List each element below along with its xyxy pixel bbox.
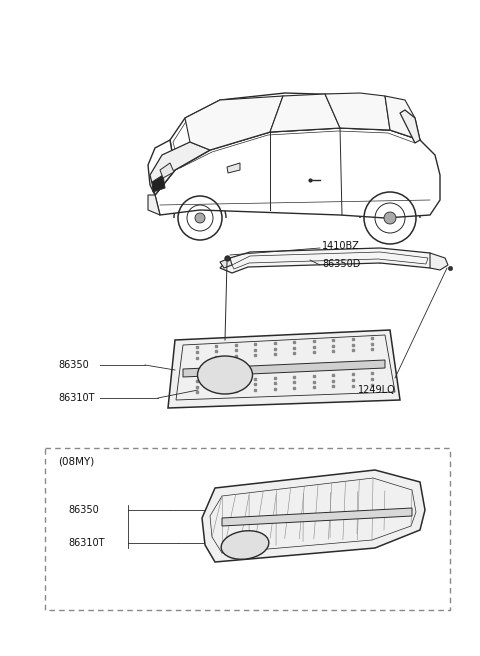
Polygon shape	[202, 470, 425, 562]
Polygon shape	[325, 93, 390, 130]
Polygon shape	[168, 330, 400, 408]
Polygon shape	[400, 110, 420, 143]
Polygon shape	[183, 360, 385, 377]
Text: 86350D: 86350D	[322, 259, 360, 269]
Text: 1410BZ: 1410BZ	[322, 241, 360, 251]
Polygon shape	[152, 175, 165, 192]
Polygon shape	[185, 96, 283, 150]
Text: 1249LQ: 1249LQ	[358, 385, 396, 395]
Circle shape	[195, 213, 205, 223]
Polygon shape	[220, 258, 232, 268]
Bar	[45, 448, 450, 610]
Text: KIA: KIA	[237, 541, 253, 550]
Text: 86310T: 86310T	[68, 538, 105, 548]
Text: 86310T: 86310T	[58, 393, 95, 403]
Polygon shape	[148, 195, 160, 215]
Text: 86350: 86350	[58, 360, 89, 370]
Text: (08MY): (08MY)	[58, 457, 94, 467]
Polygon shape	[155, 128, 440, 218]
Polygon shape	[170, 93, 420, 170]
Ellipse shape	[197, 356, 252, 394]
Ellipse shape	[221, 531, 269, 560]
Polygon shape	[160, 163, 174, 178]
Polygon shape	[150, 142, 210, 195]
Text: KIA: KIA	[216, 370, 234, 380]
Polygon shape	[220, 248, 435, 273]
Polygon shape	[148, 140, 175, 195]
Polygon shape	[222, 508, 412, 526]
Polygon shape	[227, 163, 240, 173]
Circle shape	[384, 212, 396, 224]
Polygon shape	[430, 253, 448, 270]
Text: 86350: 86350	[68, 505, 99, 515]
Polygon shape	[270, 94, 340, 132]
Polygon shape	[385, 96, 420, 140]
